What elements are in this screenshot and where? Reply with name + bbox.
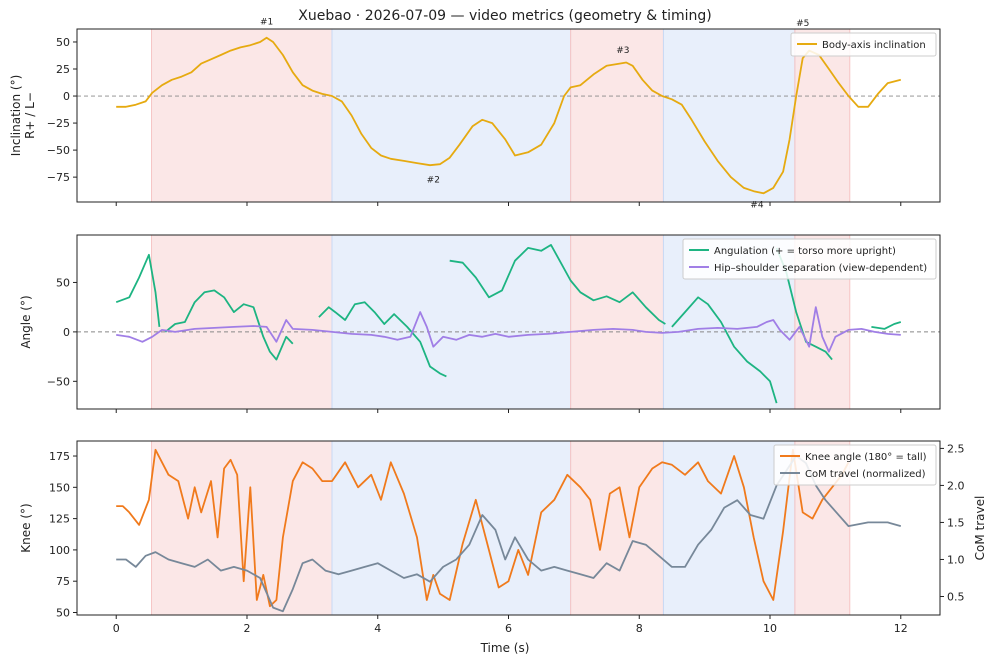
legend: Body-axis inclination bbox=[790, 32, 937, 57]
legend: Knee angle (180° = tall) CoM travel (norm… bbox=[773, 444, 937, 486]
peak-annotation: #1 bbox=[260, 18, 273, 28]
phase-band bbox=[151, 235, 332, 409]
phase-band bbox=[331, 235, 571, 409]
y-tick-label: 100 bbox=[49, 544, 70, 557]
legend-box bbox=[790, 32, 937, 57]
x-axis-label: Time (s) bbox=[480, 641, 530, 655]
y-axis-label: Inclination (°) bbox=[9, 75, 23, 157]
y-axis-label: Angle (°) bbox=[19, 295, 33, 348]
x-tick-label: 0 bbox=[113, 622, 120, 635]
legend-box bbox=[773, 444, 937, 486]
y-tick-label: 75 bbox=[56, 575, 70, 588]
legend-entry: Hip–shoulder separation (view-dependent) bbox=[714, 263, 927, 274]
series-group bbox=[116, 36, 902, 195]
peak-annotation: #2 bbox=[427, 176, 440, 186]
x-tick-label: 12 bbox=[894, 622, 908, 635]
peak-annotation: #5 bbox=[796, 19, 809, 29]
x-tick-label: 6 bbox=[505, 622, 512, 635]
y2-tick-label: 1.5 bbox=[947, 516, 965, 529]
y-tick-label: 175 bbox=[49, 450, 70, 463]
legend-entry: Knee angle (180° = tall) bbox=[805, 452, 927, 463]
peak-annotation: #3 bbox=[616, 46, 629, 56]
series-line bbox=[116, 454, 902, 613]
y-tick-label: 0 bbox=[63, 90, 70, 103]
phase-band bbox=[570, 235, 664, 409]
y2-tick-label: 2.5 bbox=[947, 442, 965, 455]
y-tick-label: 50 bbox=[56, 606, 70, 619]
phase-band bbox=[151, 29, 332, 202]
y2-axis-label: CoM travel bbox=[973, 496, 987, 561]
phase-band bbox=[570, 441, 664, 615]
series-line bbox=[449, 243, 666, 325]
y-axis-label: R+ / L− bbox=[23, 92, 37, 139]
legend: Angulation (+ = torso more upright) Hip–s… bbox=[682, 238, 937, 280]
x-tick-label: 2 bbox=[243, 622, 250, 635]
y-tick-label: −50 bbox=[47, 375, 70, 388]
phase-band bbox=[151, 441, 332, 615]
y-tick-label: −75 bbox=[47, 171, 70, 184]
phase-band bbox=[570, 29, 664, 202]
series-line bbox=[115, 253, 161, 328]
legend-box bbox=[682, 238, 937, 280]
y-tick-label: 150 bbox=[49, 481, 70, 494]
legend-entry: CoM travel (normalized) bbox=[805, 469, 926, 480]
y-axis-label: Knee (°) bbox=[19, 503, 33, 552]
legend-entry: Body-axis inclination bbox=[822, 40, 926, 51]
chart-title: Xuebao · 2026-07-09 — video metrics (geo… bbox=[298, 8, 712, 24]
y-tick-label: 125 bbox=[49, 513, 70, 526]
x-tick-label: 8 bbox=[636, 622, 643, 635]
series-line bbox=[318, 301, 447, 378]
panel-inclination: 50 25 0 −25 −50 −75 Inclination (°) R+ / L− #1 #2… bbox=[9, 18, 941, 210]
peak-annotation: #4 bbox=[750, 200, 764, 210]
y-tick-label: 25 bbox=[56, 63, 70, 76]
y-tick-label: −25 bbox=[47, 117, 70, 130]
y-tick-label: 50 bbox=[56, 276, 70, 289]
legend-entry: Angulation (+ = torso more upright) bbox=[714, 246, 896, 257]
y-tick-label: −50 bbox=[47, 144, 70, 157]
series-line bbox=[116, 36, 902, 195]
panel-angle: 50 0 −50 Angle (°) Angulation (+ = torso mor… bbox=[19, 234, 941, 413]
y-tick-label: 50 bbox=[56, 36, 70, 49]
y2-tick-label: 1.0 bbox=[947, 553, 965, 566]
phase-band bbox=[663, 29, 795, 202]
series-line bbox=[164, 289, 294, 361]
x-tick-label: 10 bbox=[763, 622, 777, 635]
series-line bbox=[871, 321, 902, 330]
series-line bbox=[116, 306, 901, 353]
y2-tick-label: 2.0 bbox=[947, 479, 965, 492]
x-tick-label: 4 bbox=[374, 622, 381, 635]
phase-band bbox=[331, 441, 571, 615]
series-group bbox=[116, 448, 902, 613]
series-line bbox=[671, 296, 778, 404]
y2-tick-label: 0.5 bbox=[947, 590, 965, 603]
y-tick-label: 0 bbox=[63, 326, 70, 339]
phase-band bbox=[331, 29, 571, 202]
series-line bbox=[116, 448, 850, 608]
